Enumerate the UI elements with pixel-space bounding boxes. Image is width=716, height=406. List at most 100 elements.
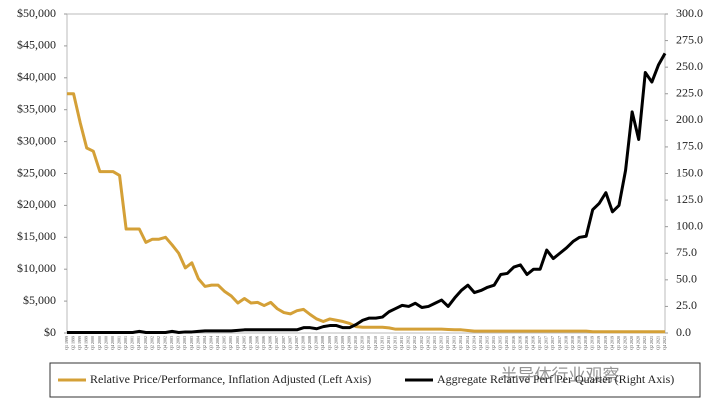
y2-tick-label: 100.0: [676, 218, 703, 232]
x-tick-label: Q2 2017: [544, 336, 549, 350]
y-tick-label: $45,000: [17, 38, 56, 52]
x-tick-label: Q1 2019: [590, 336, 595, 350]
x-tick-label: Q3 2006: [261, 336, 266, 350]
x-tick-label: Q1 2018: [563, 336, 568, 350]
y2-tick-label: 200.0: [676, 112, 703, 126]
x-tick-label: Q2 2013: [438, 336, 443, 350]
x-tick-label: Q1 2006: [248, 336, 253, 350]
x-tick-label: Q3 2021: [655, 336, 660, 350]
x-tick-label: Q2 2006: [254, 336, 259, 350]
x-tick-label: Q3 2009: [340, 336, 345, 350]
x-tick-label: Q4 2002: [162, 336, 167, 350]
x-tick-label: Q4 2013: [452, 336, 457, 350]
x-tick-label: Q1 2005: [222, 336, 227, 350]
x-tick-label: Q3 2012: [419, 336, 424, 350]
y-tick-label: $35,000: [17, 101, 56, 115]
x-tick-label: Q2 2008: [307, 336, 312, 350]
x-tick-label: Q4 2010: [373, 336, 378, 350]
x-tick-label: Q1 2000: [90, 336, 95, 350]
x-tick-label: Q4 2015: [504, 336, 509, 350]
x-tick-label: Q1 2012: [406, 336, 411, 350]
x-tick-label: Q4 2006: [268, 336, 273, 350]
y-tick-label: $20,000: [17, 197, 56, 211]
y2-tick-label: 125.0: [676, 192, 703, 206]
x-tick-label: Q3 2020: [629, 336, 634, 350]
x-tick-label: Q4 2004: [215, 336, 220, 350]
x-tick-label: Q1 2017: [537, 336, 542, 350]
x-tick-label: Q4 1999: [84, 336, 89, 350]
y2-tick-label: 75.0: [676, 245, 697, 259]
x-tick-label: Q2 2004: [202, 336, 207, 350]
y2-tick-label: 25.0: [676, 298, 697, 312]
x-tick-label: Q3 2015: [498, 336, 503, 350]
y-tick-label: $10,000: [17, 261, 56, 275]
x-tick-label: Q4 2009: [346, 336, 351, 350]
x-tick-label: Q1 2011: [379, 336, 384, 350]
x-tick-label: Q4 2020: [636, 336, 641, 350]
x-tick-label: Q1 1999: [64, 336, 69, 350]
x-tick-label: Q1 2003: [169, 336, 174, 350]
x-tick-label: Q1 2014: [458, 336, 463, 350]
x-tick-label: Q2 2016: [517, 336, 522, 350]
x-tick-label: Q3 2000: [103, 336, 108, 350]
x-tick-label: Q3 2004: [208, 336, 213, 350]
x-tick-label: Q3 2008: [314, 336, 319, 350]
x-tick-label: Q2 2020: [622, 336, 627, 350]
x-tick-label: Q1 2020: [616, 336, 621, 350]
x-tick-label: Q4 2021: [662, 336, 667, 350]
x-tick-label: Q2 2000: [97, 336, 102, 350]
x-tick-label: Q4 2008: [320, 336, 325, 350]
legend-label: Aggregate Relative Perf Per Quarter (Rig…: [437, 372, 674, 386]
x-tick-label: Q3 2010: [366, 336, 371, 350]
series-line: [67, 52, 667, 334]
y2-tick-label: 0.0: [676, 325, 691, 339]
x-tick-label: Q3 2003: [182, 336, 187, 350]
series-line: [67, 92, 665, 334]
x-tick-label: Q4 2000: [110, 336, 115, 350]
y2-tick-label: 275.0: [676, 32, 703, 46]
x-tick-label: Q2 2001: [123, 336, 128, 350]
x-tick-label: Q1 2021: [642, 336, 647, 350]
x-tick-label: Q3 1999: [77, 336, 82, 350]
x-tick-label: Q3 2011: [392, 336, 397, 350]
x-tick-label: Q1 2002: [143, 336, 148, 350]
x-tick-label: Q2 2007: [281, 336, 286, 350]
x-tick-label: Q3 2005: [235, 336, 240, 350]
x-tick-label: Q3 2001: [130, 336, 135, 350]
x-tick-label: Q1 2016: [511, 336, 516, 350]
x-tick-label: Q2 2014: [465, 336, 470, 350]
y-tick-label: $40,000: [17, 70, 56, 84]
x-tick-label: Q1 2013: [432, 336, 437, 350]
y-tick-label: $50,000: [17, 6, 56, 20]
x-tick-label: Q2 2002: [149, 336, 154, 350]
plot-frame: [66, 13, 666, 334]
y2-tick-label: 50.0: [676, 272, 697, 286]
x-tick-label: Q1 2008: [300, 336, 305, 350]
x-tick-label: Q1 2010: [353, 336, 358, 350]
x-tick-label: Q3 2017: [550, 336, 555, 350]
x-tick-label: Q3 2018: [576, 336, 581, 350]
x-tick-label: Q3 2013: [445, 336, 450, 350]
y-tick-label: $5,000: [23, 293, 56, 307]
x-tick-label: Q3 2002: [156, 336, 161, 350]
x-tick-label: Q3 2016: [524, 336, 529, 350]
y-tick-label: $0: [44, 325, 56, 339]
y-tick-label: $15,000: [17, 229, 56, 243]
x-tick-label: Q3 2019: [603, 336, 608, 350]
x-tick-label: Q1 2001: [116, 336, 121, 350]
x-tick-label: Q2 2009: [333, 336, 338, 350]
legend-label: Relative Price/Performance, Inflation Ad…: [90, 372, 371, 386]
y-tick-label: $30,000: [17, 133, 56, 147]
watermark: 半导体行业观察: [501, 366, 620, 386]
x-tick-label: Q4 2012: [425, 336, 430, 350]
y-tick-label: $25,000: [17, 165, 56, 179]
x-tick-label: Q1 2009: [327, 336, 332, 350]
y2-tick-label: 175.0: [676, 139, 703, 153]
x-tick-label: Q2 2012: [412, 336, 417, 350]
x-tick-label: Q1 2004: [195, 336, 200, 350]
x-tick-label: Q4 2017: [557, 336, 562, 350]
x-tick-label: Q2 2021: [649, 336, 654, 350]
x-tick-label: Q2 2003: [176, 336, 181, 350]
y2-tick-label: 250.0: [676, 59, 703, 73]
